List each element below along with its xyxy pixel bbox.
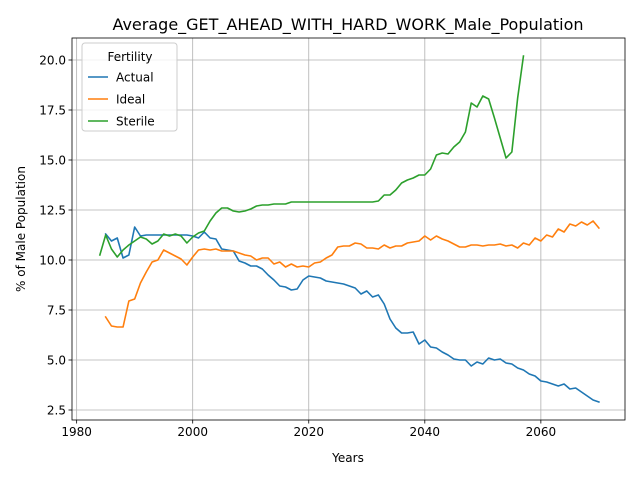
x-tick-label: 2060 xyxy=(526,425,557,439)
chart-title: Average_GET_AHEAD_WITH_HARD_WORK_Male_Po… xyxy=(112,15,583,35)
x-tick-label: 2020 xyxy=(293,425,324,439)
legend-entries: Actual Ideal Sterile xyxy=(88,71,155,129)
y-axis-ticks: 2.5 5.0 7.5 10.0 12.5 15.0 17.5 20.0 xyxy=(39,54,72,418)
y-tick-label: 7.5 xyxy=(47,304,66,318)
series-line-ideal xyxy=(104,220,601,328)
legend-box xyxy=(81,42,178,132)
grid xyxy=(72,38,625,420)
y-tick-label: 10.0 xyxy=(39,254,66,268)
series-line-actual xyxy=(104,226,600,404)
series-line-sterile xyxy=(98,55,525,258)
legend-title: Fertility xyxy=(107,50,152,64)
y-tick-label: 12.5 xyxy=(39,204,66,218)
legend-label-sterile: Sterile xyxy=(116,115,155,129)
legend-label-ideal: Ideal xyxy=(116,93,145,107)
y-tick-label: 20.0 xyxy=(39,54,66,68)
x-tick-label: 1980 xyxy=(61,425,92,439)
x-axis-label: Years xyxy=(331,451,364,465)
x-tick-label: 2040 xyxy=(410,425,441,439)
plot-area-frame xyxy=(71,37,626,421)
y-tick-label: 17.5 xyxy=(39,104,66,118)
series-lines xyxy=(98,55,601,404)
y-tick-label: 2.5 xyxy=(47,404,66,418)
legend: Fertility Actual Ideal Sterile xyxy=(81,42,178,132)
y-axis-label: % of Male Population xyxy=(14,166,28,292)
x-tick-label: 2000 xyxy=(177,425,208,439)
y-tick-label: 5.0 xyxy=(47,354,66,368)
x-axis-ticks: 1980 2000 2020 2040 2060 xyxy=(61,420,556,439)
legend-label-actual: Actual xyxy=(116,71,154,85)
y-tick-label: 15.0 xyxy=(39,154,66,168)
